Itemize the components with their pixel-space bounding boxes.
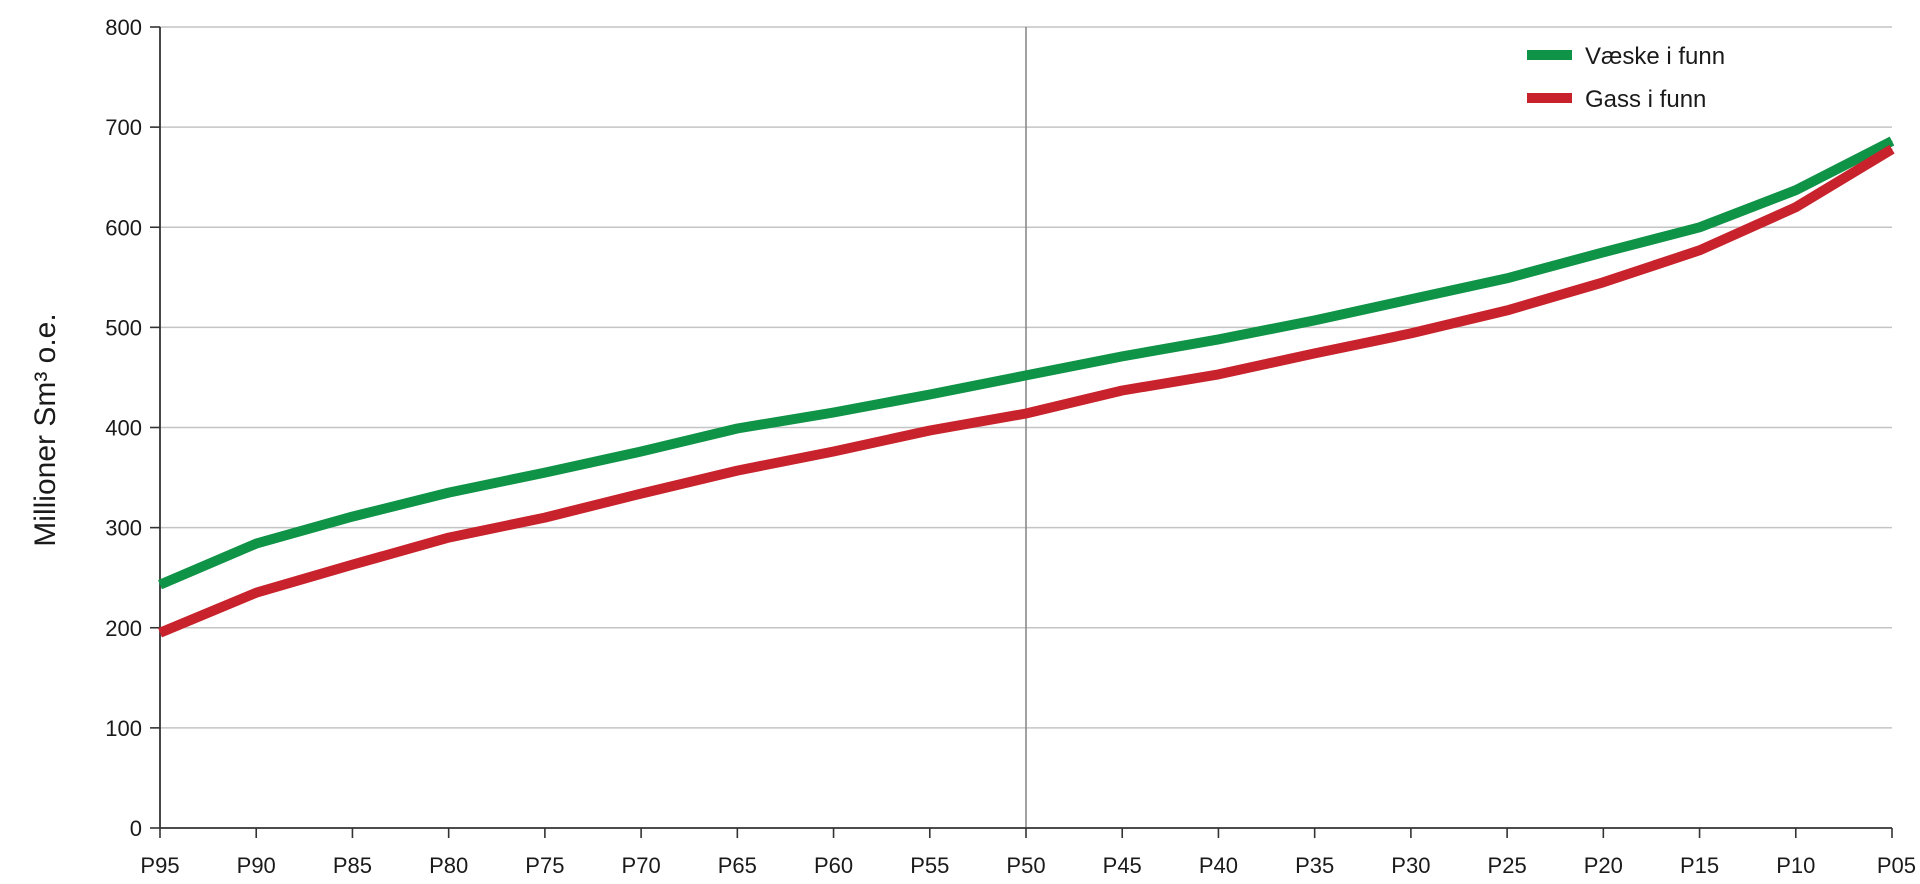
data-point-s2-p85 xyxy=(351,564,353,566)
x-tick-label-p55: P55 xyxy=(910,853,949,878)
x-tick-label-p20: P20 xyxy=(1584,853,1623,878)
legend-label-2: Gass i funn xyxy=(1585,86,1706,113)
data-point-s2-p80 xyxy=(448,537,450,539)
data-point-s1-p10 xyxy=(1795,189,1797,191)
data-point-s1-p35 xyxy=(1314,319,1316,321)
data-point-s2-p10 xyxy=(1795,206,1797,208)
data-point-s1-p95 xyxy=(159,584,161,586)
data-point-s1-p20 xyxy=(1602,251,1604,253)
y-tick-label-400: 400 xyxy=(105,416,142,441)
data-point-s1-p40 xyxy=(1217,338,1219,340)
x-tick-label-p35: P35 xyxy=(1295,853,1334,878)
data-point-s2-p25 xyxy=(1506,309,1508,311)
y-tick-label-200: 200 xyxy=(105,616,142,641)
x-tick-label-p30: P30 xyxy=(1391,853,1430,878)
data-point-s1-p70 xyxy=(640,451,642,453)
y-tick-label-600: 600 xyxy=(105,215,142,240)
axes xyxy=(150,26,1893,838)
data-point-s2-p70 xyxy=(640,493,642,495)
data-point-s2-p75 xyxy=(544,517,546,519)
y-tick-label-300: 300 xyxy=(105,516,142,541)
data-point-s1-p80 xyxy=(448,492,450,494)
data-point-s2-p55 xyxy=(929,430,931,432)
y-tick-label-100: 100 xyxy=(105,716,142,741)
data-point-s2-p65 xyxy=(736,470,738,472)
data-point-s1-p75 xyxy=(544,472,546,474)
data-point-s2-p30 xyxy=(1410,332,1412,334)
data-point-s1-p30 xyxy=(1410,298,1412,300)
x-tick-label-p15: P15 xyxy=(1680,853,1719,878)
data-point-s1-p65 xyxy=(736,428,738,430)
data-point-s2-p20 xyxy=(1602,281,1604,283)
data-point-s1-p15 xyxy=(1699,226,1701,228)
tick-labels: 0 100 200 300 400 500 600 700 800 P95 P90 P85 P80 P75… xyxy=(105,15,1916,878)
data-point-s2-p95 xyxy=(159,632,161,634)
x-tick-label-p90: P90 xyxy=(237,853,276,878)
data-point-s1-p55 xyxy=(929,393,931,395)
data-point-s1-p60 xyxy=(833,411,835,413)
data-point-s1-p25 xyxy=(1506,277,1508,279)
data-point-s2-p35 xyxy=(1314,352,1316,354)
x-tick-label-p75: P75 xyxy=(525,853,564,878)
x-tick-label-p65: P65 xyxy=(718,853,757,878)
y-tick-label-500: 500 xyxy=(105,315,142,340)
x-tick-label-p95: P95 xyxy=(140,853,179,878)
x-tick-label-p70: P70 xyxy=(622,853,661,878)
data-point-s2-p05 xyxy=(1891,148,1893,150)
data-point-s1-p45 xyxy=(1121,355,1123,357)
data-point-s1-p05 xyxy=(1891,140,1893,142)
data-point-s2-p40 xyxy=(1217,373,1219,375)
data-point-s2-p45 xyxy=(1121,389,1123,391)
data-point-s2-p50 xyxy=(1025,412,1027,414)
x-tick-label-p10: P10 xyxy=(1776,853,1815,878)
y-tick-label-700: 700 xyxy=(105,115,142,140)
x-tick-label-p45: P45 xyxy=(1103,853,1142,878)
x-tick-label-p60: P60 xyxy=(814,853,853,878)
x-tick-label-p50: P50 xyxy=(1006,853,1045,878)
series-lines xyxy=(158,136,1895,638)
y-axis-title: Millioner Sm³ o.e. xyxy=(29,313,62,546)
legend-label-1: Væske i funn xyxy=(1585,43,1725,70)
y-tick-label-0: 0 xyxy=(130,816,142,841)
data-point-s1-p90 xyxy=(255,543,257,545)
data-point-s2-p15 xyxy=(1699,249,1701,251)
x-tick-label-p85: P85 xyxy=(333,853,372,878)
x-tick-label-p80: P80 xyxy=(429,853,468,878)
legend: Væske i funn Gass i funn xyxy=(1527,43,1725,113)
data-point-s1-p85 xyxy=(351,516,353,518)
data-point-s1-p50 xyxy=(1025,374,1027,376)
data-point-s2-p90 xyxy=(255,592,257,594)
x-tick-label-p40: P40 xyxy=(1199,853,1238,878)
y-tick-label-800: 800 xyxy=(105,15,142,40)
x-tick-label-p25: P25 xyxy=(1488,853,1527,878)
x-tick-label-p05: P05 xyxy=(1877,853,1916,878)
data-point-s2-p60 xyxy=(833,451,835,453)
